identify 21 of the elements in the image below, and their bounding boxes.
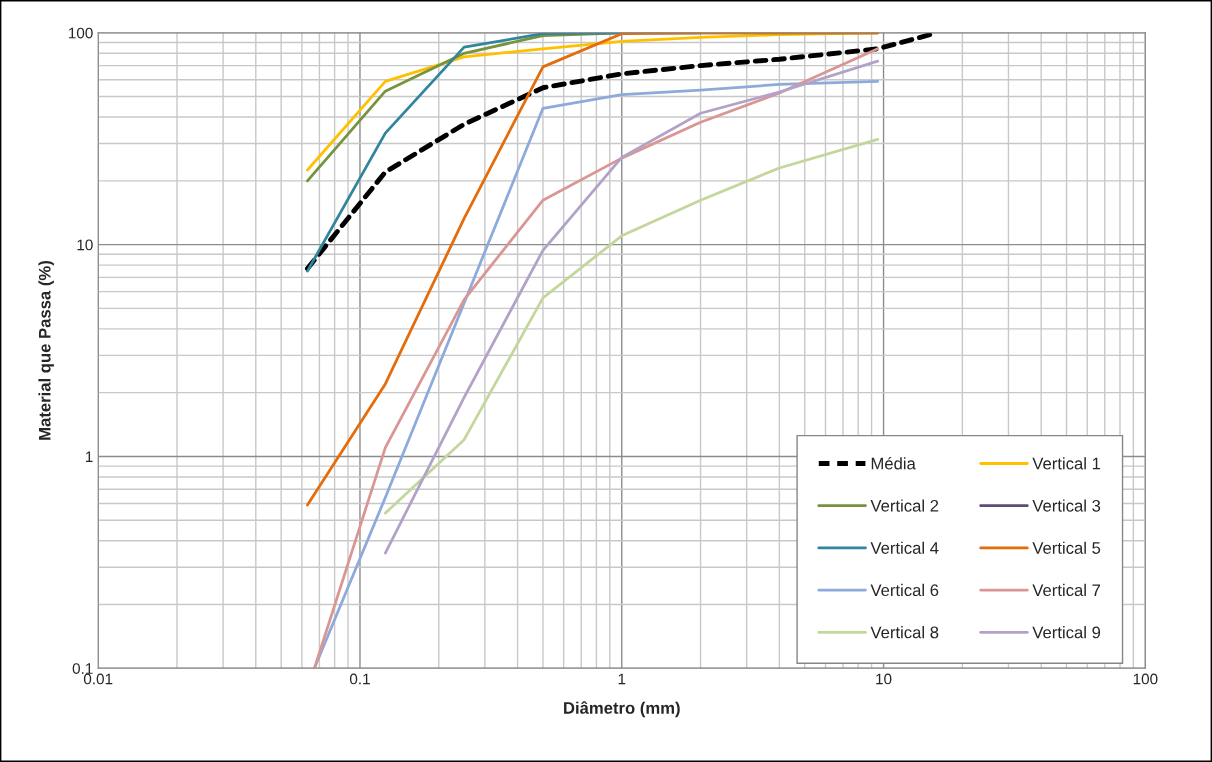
x-tick-label: 100 bbox=[1133, 673, 1158, 685]
y-tick-label: 0.1 bbox=[72, 663, 93, 674]
legend-label: Vertical 5 bbox=[1032, 541, 1101, 554]
legend-label: Média bbox=[871, 457, 916, 470]
legend-label: Vertical 4 bbox=[870, 541, 939, 554]
legend-label: Vertical 1 bbox=[1032, 457, 1101, 470]
y-tick-label: 100 bbox=[68, 27, 93, 39]
x-tick-label: 0.01 bbox=[83, 673, 113, 685]
x-tick-label: 1 bbox=[618, 673, 626, 685]
legend-label: Vertical 7 bbox=[1032, 583, 1101, 597]
legend-label: Vertical 6 bbox=[870, 583, 939, 597]
legend-label: Vertical 9 bbox=[1032, 626, 1101, 639]
y-tick-label: 1 bbox=[85, 451, 93, 462]
legend-label: Vertical 8 bbox=[870, 626, 939, 639]
legend-label: Vertical 3 bbox=[1032, 499, 1101, 512]
y-axis-title: Material que Passa (%) bbox=[38, 261, 54, 440]
y-tick-label: 10 bbox=[77, 239, 93, 251]
legend-label: Vertical 2 bbox=[870, 499, 939, 512]
x-axis-title: Diâmetro (mm) bbox=[564, 701, 680, 718]
x-tick-label: 0.1 bbox=[349, 673, 370, 685]
x-tick-label: 10 bbox=[876, 673, 892, 685]
